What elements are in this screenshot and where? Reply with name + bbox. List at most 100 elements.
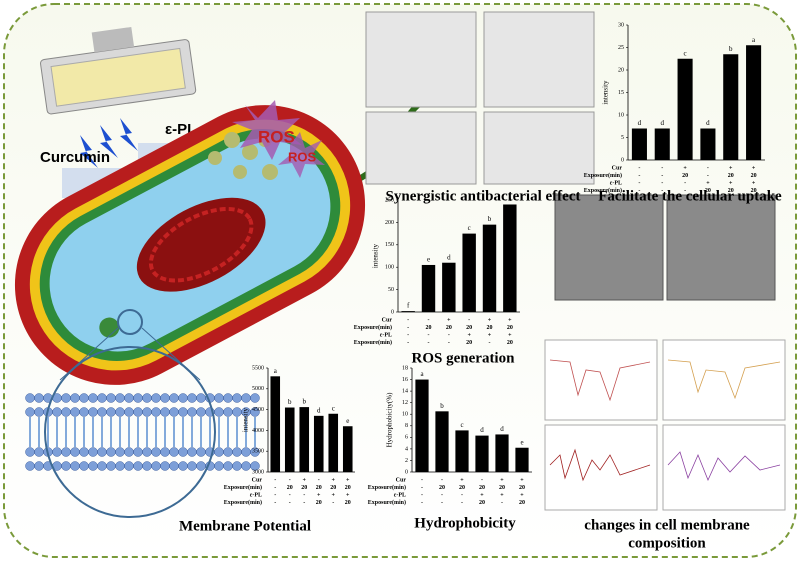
condition-cell: 20 [519,500,525,506]
condition-cell: - [661,165,663,171]
condition-cell: - [448,332,450,338]
significance-letter: d [500,425,504,433]
lipid-head [223,407,233,417]
caption: changes in cell membrane [584,517,750,533]
lipid-head [124,407,134,417]
lipid-head [115,447,125,457]
condition-cell: + [500,477,504,483]
y-axis-label: Hydrophobicity(%) [386,392,394,447]
condition-cell: + [467,332,471,338]
synergy-panels [365,11,595,185]
condition-cell: - [707,165,709,171]
lipid-head [250,461,260,471]
y-tick-label: 0 [621,157,624,163]
lipid-head [88,407,98,417]
lipid-head [142,447,152,457]
condition-cell: 20 [728,188,734,194]
lipid-head [61,461,71,471]
significance-letter: b [440,402,444,410]
condition-cell: - [441,500,443,506]
caption: ROS generation [412,350,516,366]
lipid-head [232,447,242,457]
condition-cell: 20 [705,188,711,194]
lipid-head [70,461,80,471]
bar [328,413,339,472]
lipid-head [187,407,197,417]
bacterium [14,92,451,385]
condition-cell: - [303,492,305,498]
lipid-head [214,407,224,417]
lipid-head [124,447,134,457]
y-tick-label: 3000 [252,469,264,475]
condition-cell: 20 [479,485,485,491]
ftir-panels [544,339,786,511]
bar [515,447,529,472]
condition-label: ε-PL [394,492,406,498]
lipid-head [79,447,89,457]
lipid-head [115,393,125,403]
lipid-head [52,407,62,417]
condition-cell: - [303,500,305,506]
condition-cell: 20 [751,173,757,179]
condition-cell: 20 [751,188,757,194]
lipid-head [187,393,197,403]
condition-cell: - [461,492,463,498]
bar [455,430,469,472]
caption: Membrane Potential [179,518,311,534]
condition-cell: - [661,173,663,179]
condition-cell: 20 [446,325,452,331]
lipid-head [223,461,233,471]
condition-cell: - [407,317,409,323]
lipid-head [34,461,44,471]
significance-letter: c [684,49,687,57]
bar [270,376,281,472]
condition-cell: - [428,317,430,323]
significance-letter: a [508,195,512,203]
lipid-head [115,461,125,471]
lipid-head [151,447,161,457]
y-tick-label: 18 [402,365,408,371]
significance-letter: c [468,224,471,232]
zoom-circle [44,346,216,518]
caption: Hydrophobicity [414,515,516,531]
caption: Synergistic antibacterial effect [386,188,581,204]
condition-cell: 20 [301,485,307,491]
lipid-head [151,407,161,417]
condition-cell: + [729,180,733,186]
condition-label: Exposure(min) [354,339,392,346]
significance-letter: d [706,119,710,127]
condition-cell: 20 [439,485,445,491]
lipid-head [97,461,107,471]
condition-cell: 20 [466,340,472,346]
lipid-head [232,393,242,403]
lipid-head [97,393,107,403]
condition-cell: - [332,500,334,506]
condition-cell: 20 [287,485,293,491]
condition-cell: - [684,188,686,194]
condition-cell: + [752,180,756,186]
ros-burst [232,100,302,160]
condition-label: Cur [252,477,263,483]
ros-label: ROS [288,149,317,164]
significance-letter: a [274,367,278,375]
condition-cell: - [501,500,503,506]
lipid-head [133,393,143,403]
condition-cell: - [707,173,709,179]
bar [475,435,489,472]
condition-cell: + [729,165,733,171]
condition-cell: + [447,317,451,323]
lipid-head [106,461,116,471]
lipid-head [25,407,35,417]
condition-cell: - [441,492,443,498]
y-tick-label: 14 [402,388,408,394]
condition-cell: 20 [499,485,505,491]
lipid-head [160,393,170,403]
condition-cell: + [488,317,492,323]
lipid-head [241,461,251,471]
condition-cell: 20 [345,500,351,506]
lipid-head [169,447,179,457]
condition-cell: - [638,180,640,186]
y-tick-label: 200 [385,220,394,226]
condition-cell: - [638,173,640,179]
significance-letter: d [638,119,642,127]
